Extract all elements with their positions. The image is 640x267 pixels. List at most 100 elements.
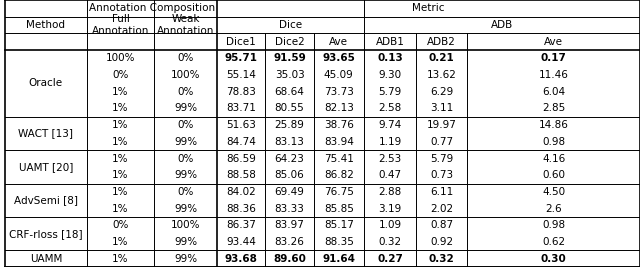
Text: 78.83: 78.83 <box>227 87 256 97</box>
Text: ADB2: ADB2 <box>428 37 456 47</box>
Text: 0%: 0% <box>177 53 194 63</box>
Text: 69.49: 69.49 <box>275 187 305 197</box>
Text: 1.19: 1.19 <box>378 137 401 147</box>
Text: Ave: Ave <box>330 37 348 47</box>
Text: 0.92: 0.92 <box>430 237 453 247</box>
Text: WACT [13]: WACT [13] <box>19 128 74 139</box>
Text: 83.71: 83.71 <box>227 104 256 113</box>
Text: ADB1: ADB1 <box>376 37 404 47</box>
Text: 100%: 100% <box>171 220 200 230</box>
Text: 6.04: 6.04 <box>542 87 565 97</box>
Text: 0.77: 0.77 <box>430 137 453 147</box>
Text: 93.65: 93.65 <box>323 53 355 63</box>
Text: 86.37: 86.37 <box>227 220 256 230</box>
Text: 4.50: 4.50 <box>542 187 565 197</box>
Text: 88.58: 88.58 <box>227 170 256 180</box>
Text: 51.63: 51.63 <box>227 120 256 130</box>
Text: 0.87: 0.87 <box>430 220 453 230</box>
Text: 0.17: 0.17 <box>541 53 566 63</box>
Text: 76.75: 76.75 <box>324 187 354 197</box>
Text: 91.64: 91.64 <box>323 254 355 264</box>
Text: 19.97: 19.97 <box>427 120 457 130</box>
Text: Dice2: Dice2 <box>275 37 305 47</box>
Text: 99%: 99% <box>174 104 197 113</box>
Text: 82.13: 82.13 <box>324 104 354 113</box>
Text: 0.32: 0.32 <box>378 237 401 247</box>
Text: 0.98: 0.98 <box>542 137 565 147</box>
Text: 45.09: 45.09 <box>324 70 354 80</box>
Text: UAMT [20]: UAMT [20] <box>19 162 73 172</box>
Text: 0%: 0% <box>177 154 194 163</box>
Text: 3.19: 3.19 <box>378 204 401 214</box>
Text: Annotation Composition: Annotation Composition <box>89 3 216 13</box>
Text: 75.41: 75.41 <box>324 154 354 163</box>
Text: 85.17: 85.17 <box>324 220 354 230</box>
Text: 2.88: 2.88 <box>378 187 401 197</box>
Text: 38.76: 38.76 <box>324 120 354 130</box>
Text: 73.73: 73.73 <box>324 87 354 97</box>
Text: 83.13: 83.13 <box>275 137 305 147</box>
Text: 5.79: 5.79 <box>378 87 401 97</box>
Text: 88.35: 88.35 <box>324 237 354 247</box>
Text: 0.13: 0.13 <box>377 53 403 63</box>
Text: 1%: 1% <box>112 254 129 264</box>
Text: Dice: Dice <box>279 20 302 30</box>
Text: 99%: 99% <box>174 137 197 147</box>
Text: AdvSemi [8]: AdvSemi [8] <box>14 195 78 205</box>
Text: 86.82: 86.82 <box>324 170 354 180</box>
Text: ADB: ADB <box>491 20 513 30</box>
Text: 1%: 1% <box>112 154 129 163</box>
Text: 1.09: 1.09 <box>378 220 401 230</box>
Text: 0.62: 0.62 <box>542 237 565 247</box>
Text: Oracle: Oracle <box>29 78 63 88</box>
Text: Weak
Annotation: Weak Annotation <box>157 14 214 36</box>
Text: Ave: Ave <box>544 37 563 47</box>
Text: 35.03: 35.03 <box>275 70 305 80</box>
Text: 0%: 0% <box>113 70 129 80</box>
Text: 89.60: 89.60 <box>273 254 306 264</box>
Text: 99%: 99% <box>174 237 197 247</box>
Text: 13.62: 13.62 <box>427 70 457 80</box>
Text: 25.89: 25.89 <box>275 120 305 130</box>
Text: 6.11: 6.11 <box>430 187 453 197</box>
Text: 0.32: 0.32 <box>429 254 454 264</box>
Text: 2.85: 2.85 <box>542 104 565 113</box>
Text: 68.64: 68.64 <box>275 87 305 97</box>
Text: 1%: 1% <box>112 204 129 214</box>
Text: 0.73: 0.73 <box>430 170 453 180</box>
Text: 95.71: 95.71 <box>225 53 258 63</box>
Text: CRF-rloss [18]: CRF-rloss [18] <box>9 229 83 239</box>
Text: 99%: 99% <box>174 170 197 180</box>
Text: 0.21: 0.21 <box>429 53 454 63</box>
Text: Full
Annotation: Full Annotation <box>92 14 149 36</box>
Text: 0%: 0% <box>177 120 194 130</box>
Text: 11.46: 11.46 <box>539 70 568 80</box>
Text: 5.79: 5.79 <box>430 154 453 163</box>
Text: 1%: 1% <box>112 120 129 130</box>
Text: 0.30: 0.30 <box>541 254 566 264</box>
Text: 0%: 0% <box>113 220 129 230</box>
Text: 4.16: 4.16 <box>542 154 565 163</box>
Text: 0.98: 0.98 <box>542 220 565 230</box>
Text: 99%: 99% <box>174 254 197 264</box>
Text: Method: Method <box>26 20 65 30</box>
Text: 83.33: 83.33 <box>275 204 305 214</box>
Text: 91.59: 91.59 <box>273 53 306 63</box>
Text: 9.74: 9.74 <box>378 120 401 130</box>
Text: 3.11: 3.11 <box>430 104 453 113</box>
Text: 9.30: 9.30 <box>378 70 401 80</box>
Text: 1%: 1% <box>112 170 129 180</box>
Text: Metric: Metric <box>412 3 445 13</box>
Text: 1%: 1% <box>112 87 129 97</box>
Text: 84.74: 84.74 <box>227 137 256 147</box>
Text: 100%: 100% <box>171 70 200 80</box>
Text: 88.36: 88.36 <box>227 204 256 214</box>
Text: UAMM: UAMM <box>29 254 62 264</box>
Text: 86.59: 86.59 <box>227 154 256 163</box>
Text: 1%: 1% <box>112 104 129 113</box>
Text: 2.6: 2.6 <box>545 204 562 214</box>
Text: 0.47: 0.47 <box>378 170 401 180</box>
Text: 99%: 99% <box>174 204 197 214</box>
Text: 83.94: 83.94 <box>324 137 354 147</box>
Text: 0%: 0% <box>177 87 194 97</box>
